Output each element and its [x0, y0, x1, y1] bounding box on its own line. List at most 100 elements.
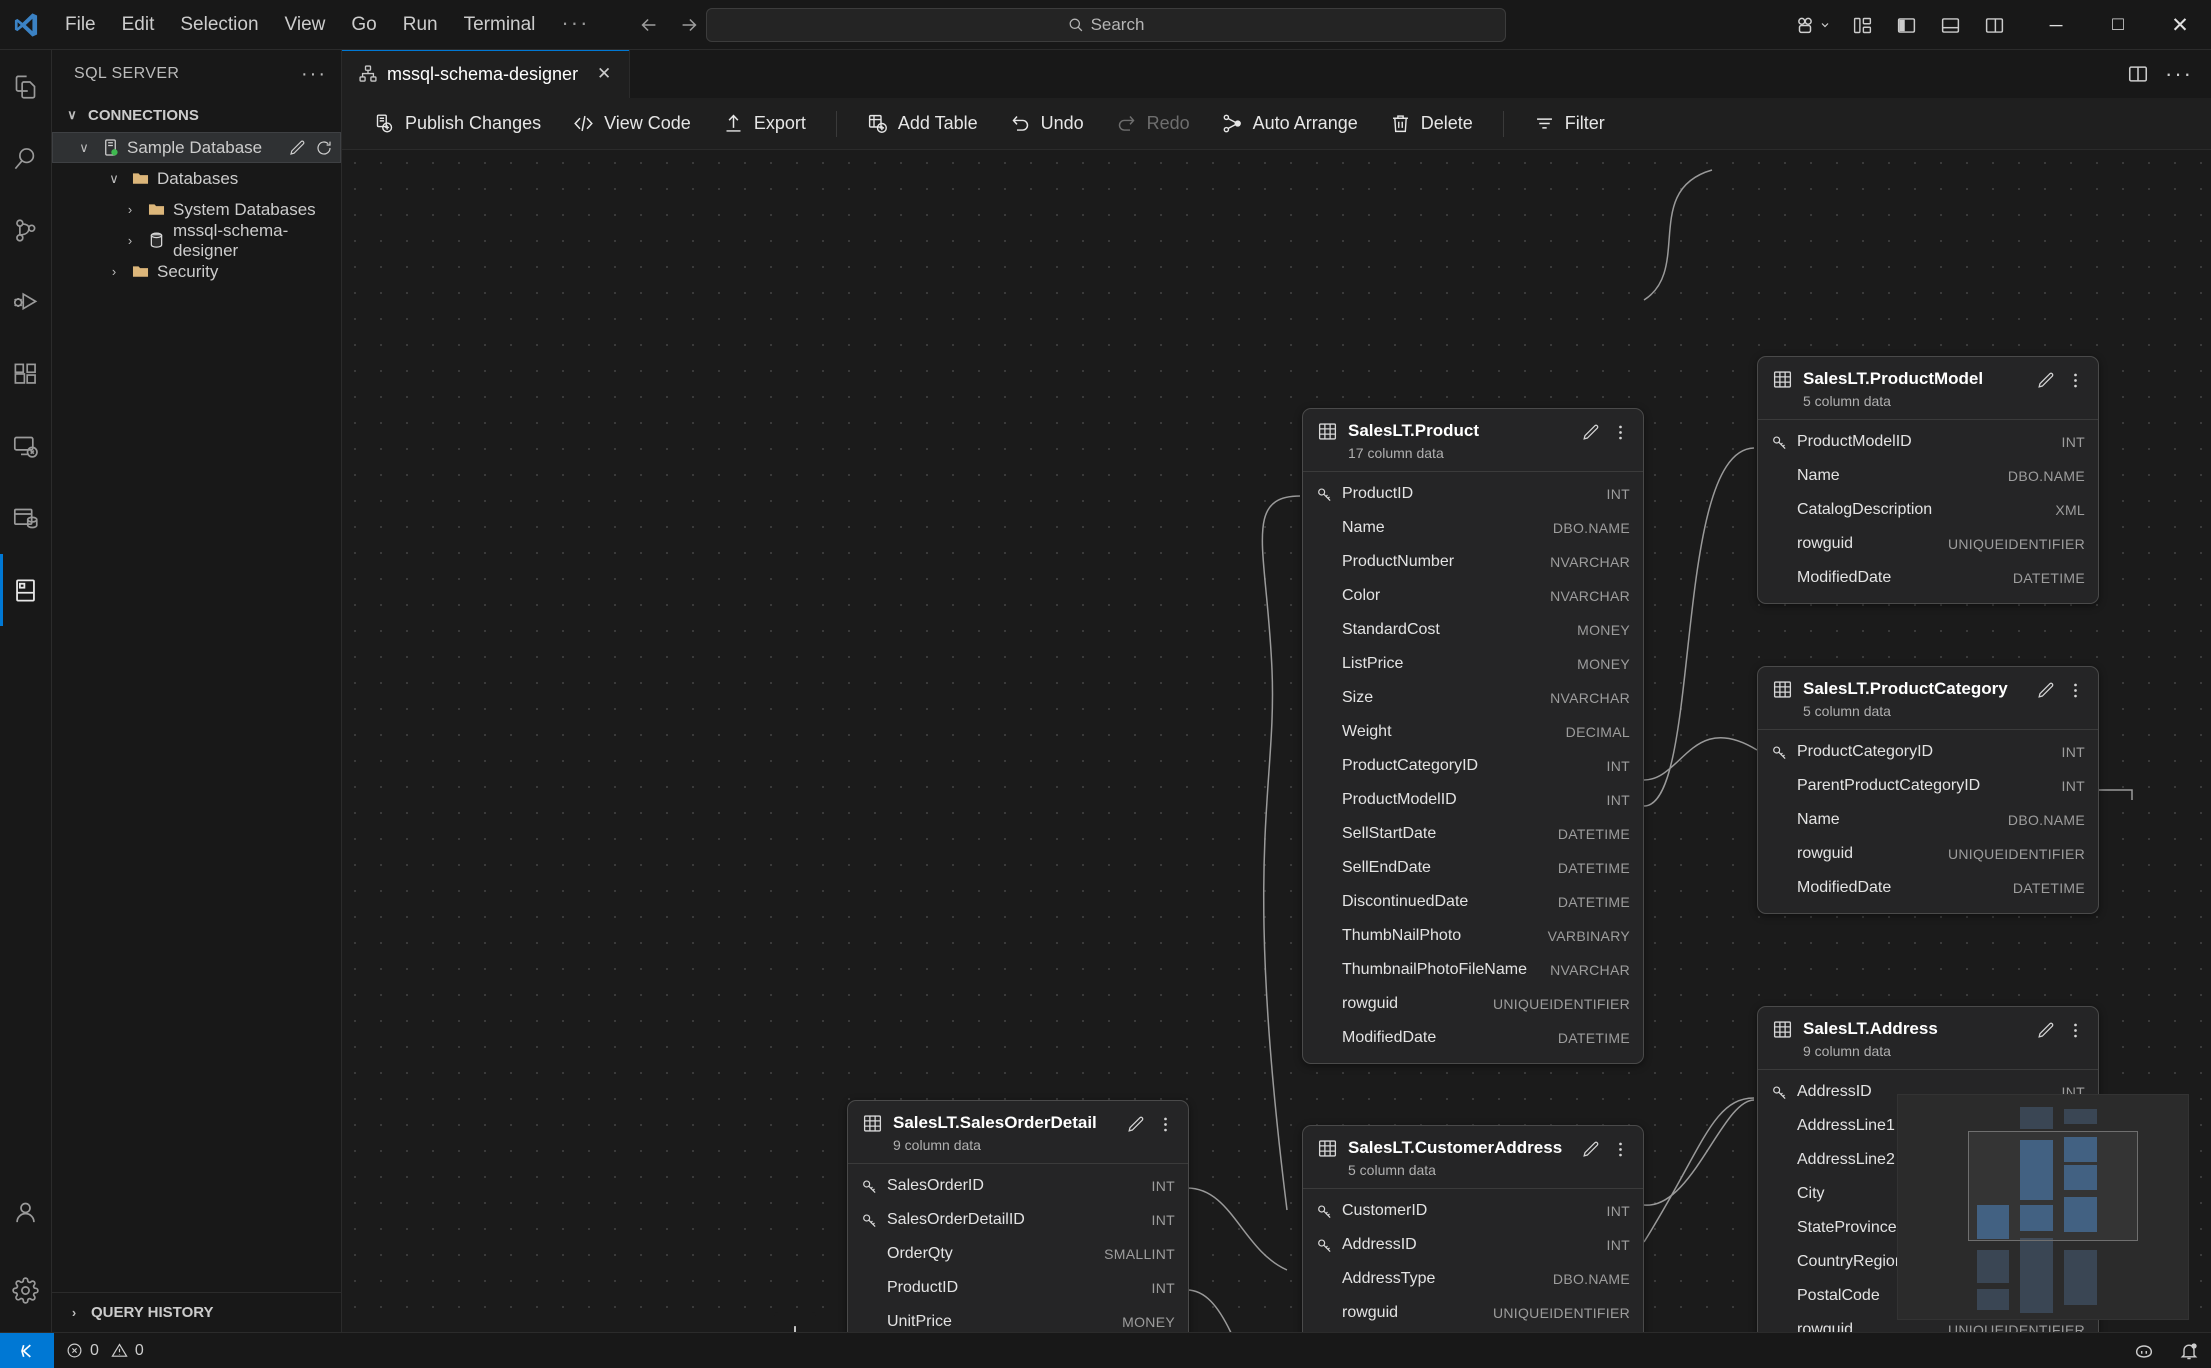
table-node-header[interactable]: SalesLT.Product 17 column data — [1303, 409, 1643, 472]
edit-table-icon[interactable] — [1126, 1115, 1145, 1134]
remote-explorer-icon[interactable] — [0, 410, 52, 482]
problems-status-item[interactable]: 0 0 — [54, 1333, 156, 1368]
menu-bar[interactable]: File Edit Selection View Go Run Terminal… — [52, 10, 602, 40]
chevron-right-icon[interactable]: › — [127, 233, 133, 248]
table-column-row[interactable]: ThumbnailPhotoFileName NVARCHAR — [1303, 953, 1643, 987]
table-column-row[interactable]: rowguid UNIQUEIDENTIFIER — [1758, 527, 2098, 561]
table-column-row[interactable]: OrderQty SMALLINT — [848, 1237, 1188, 1271]
menu-overflow[interactable]: ··· — [561, 9, 590, 35]
menu-edit[interactable]: Edit — [121, 13, 155, 35]
table-node-header[interactable]: SalesLT.ProductCategory 5 column data — [1758, 667, 2098, 730]
menu-view[interactable]: View — [284, 13, 326, 35]
table-more-actions-icon[interactable] — [2066, 1021, 2085, 1040]
window-maximize-button[interactable]: □ — [2112, 14, 2124, 35]
minimap-viewport[interactable] — [1968, 1131, 2138, 1241]
table-more-actions-icon[interactable] — [1156, 1115, 1175, 1134]
menu-terminal[interactable]: Terminal — [463, 13, 536, 35]
tab-close-icon[interactable]: ✕ — [596, 64, 612, 83]
table-node-productmodel[interactable]: SalesLT.ProductModel 5 column data Product… — [1757, 356, 2099, 604]
table-more-actions-icon[interactable] — [1611, 423, 1630, 442]
tree-item-mssql-schema-designer[interactable]: › mssql-schema-designer — [52, 221, 341, 260]
sidebar-more-actions-icon[interactable]: ··· — [301, 62, 327, 85]
split-editor-icon[interactable] — [2127, 63, 2149, 85]
edit-table-icon[interactable] — [2036, 1021, 2055, 1040]
back-arrow-icon[interactable] — [632, 10, 666, 40]
table-column-row[interactable]: ProductModelID INT — [1303, 783, 1643, 817]
table-column-row[interactable]: UnitPrice MONEY — [848, 1305, 1188, 1332]
table-node-salesorderdetail[interactable]: SalesLT.SalesOrderDetail 9 column data Sal… — [847, 1100, 1189, 1332]
edit-connection-icon[interactable] — [288, 139, 306, 157]
source-control-icon[interactable] — [0, 194, 52, 266]
activity-bar[interactable] — [0, 50, 52, 1332]
more-actions-icon[interactable]: ··· — [2165, 61, 2193, 86]
table-node-product[interactable]: SalesLT.Product 17 column data ProductID IN… — [1302, 408, 1644, 1064]
schema-designer-toolbar[interactable]: Publish Changes View Code Export — [342, 98, 2211, 150]
table-column-row[interactable]: ParentProductCategoryID INT — [1758, 769, 2098, 803]
undo-button[interactable]: Undo — [994, 106, 1100, 141]
table-column-row[interactable]: SellEndDate DATETIME — [1303, 851, 1643, 885]
table-column-row[interactable]: CatalogDescription XML — [1758, 493, 2098, 527]
table-column-row[interactable]: ThumbNailPhoto VARBINARY — [1303, 919, 1643, 953]
chevron-right-icon[interactable]: › — [111, 264, 117, 279]
table-node-header[interactable]: SalesLT.Address 9 column data — [1758, 1007, 2098, 1070]
window-minimize-button[interactable]: ─ — [2049, 14, 2063, 35]
publish-changes-button[interactable]: Publish Changes — [358, 106, 557, 141]
chevron-down-icon[interactable]: ∨ — [109, 170, 119, 186]
tree-item-sample-database[interactable]: ∨ Sample Database — [52, 132, 341, 163]
table-column-row[interactable]: ProductCategoryID INT — [1758, 735, 2098, 769]
toggle-primary-sidebar-icon[interactable] — [1889, 9, 1923, 41]
table-column-row[interactable]: ProductModelID INT — [1758, 425, 2098, 459]
canvas-minimap[interactable] — [1897, 1094, 2189, 1320]
table-column-row[interactable]: ProductCategoryID INT — [1303, 749, 1643, 783]
accounts-icon[interactable] — [0, 1176, 52, 1248]
table-column-row[interactable]: SalesOrderDetailID INT — [848, 1203, 1188, 1237]
table-column-row[interactable]: Name DBO.NAME — [1758, 803, 2098, 837]
settings-gear-icon[interactable] — [0, 1248, 52, 1332]
tab-mssql-schema-designer[interactable]: mssql-schema-designer ✕ — [342, 50, 631, 98]
forward-arrow-icon[interactable] — [672, 10, 706, 40]
table-column-row[interactable]: SalesOrderID INT — [848, 1169, 1188, 1203]
table-column-row[interactable]: CustomerID INT — [1303, 1194, 1643, 1228]
tree-item-security[interactable]: › Security — [52, 256, 341, 287]
export-button[interactable]: Export — [707, 106, 822, 141]
table-column-row[interactable]: Size NVARCHAR — [1303, 681, 1643, 715]
table-column-row[interactable]: Weight DECIMAL — [1303, 715, 1643, 749]
table-column-row[interactable]: rowguid UNIQUEIDENTIFIER — [1758, 1313, 2098, 1332]
table-column-row[interactable]: ListPrice MONEY — [1303, 647, 1643, 681]
tree-item-databases[interactable]: ∨ Databases — [52, 163, 341, 194]
extensions-icon[interactable] — [0, 338, 52, 410]
edit-table-icon[interactable] — [1581, 1140, 1600, 1159]
edit-table-icon[interactable] — [1581, 423, 1600, 442]
table-column-row[interactable]: rowguid UNIQUEIDENTIFIER — [1303, 1296, 1643, 1330]
zoom-in-button[interactable] — [774, 1312, 816, 1332]
connections-section-header[interactable]: ∨ CONNECTIONS — [52, 98, 341, 132]
toggle-panel-icon[interactable] — [1933, 9, 1967, 41]
table-node-header[interactable]: SalesLT.ProductModel 5 column data — [1758, 357, 2098, 420]
search-input[interactable]: Search — [705, 7, 1506, 42]
auto-arrange-button[interactable]: Auto Arrange — [1206, 106, 1374, 141]
redo-button[interactable]: Redo — [1100, 106, 1206, 141]
canvas-zoom-controls[interactable] — [774, 1312, 816, 1332]
menu-file[interactable]: File — [65, 13, 96, 35]
navigation-arrows[interactable] — [632, 10, 706, 40]
run-debug-icon[interactable] — [0, 266, 52, 338]
menu-run[interactable]: Run — [402, 13, 438, 35]
filter-button[interactable]: Filter — [1518, 106, 1621, 141]
table-column-row[interactable]: rowguid UNIQUEIDENTIFIER — [1303, 987, 1643, 1021]
copilot-status-item[interactable] — [2121, 1333, 2167, 1368]
table-column-row[interactable]: Name DBO.NAME — [1303, 511, 1643, 545]
table-column-row[interactable]: ProductID INT — [1303, 477, 1643, 511]
add-table-button[interactable]: Add Table — [851, 106, 994, 141]
view-code-button[interactable]: View Code — [557, 106, 707, 141]
edit-table-icon[interactable] — [2036, 681, 2055, 700]
connections-tree[interactable]: ∨ Sample Database ∨ — [52, 132, 341, 1292]
customize-layout-icon[interactable] — [1845, 9, 1879, 41]
table-column-row[interactable]: StandardCost MONEY — [1303, 613, 1643, 647]
table-column-row[interactable]: Name DBO.NAME — [1758, 459, 2098, 493]
table-column-row[interactable]: DiscontinuedDate DATETIME — [1303, 885, 1643, 919]
table-node-customeraddress[interactable]: SalesLT.CustomerAddress 5 column data Cust… — [1302, 1125, 1644, 1332]
table-column-row[interactable]: ProductNumber NVARCHAR — [1303, 545, 1643, 579]
